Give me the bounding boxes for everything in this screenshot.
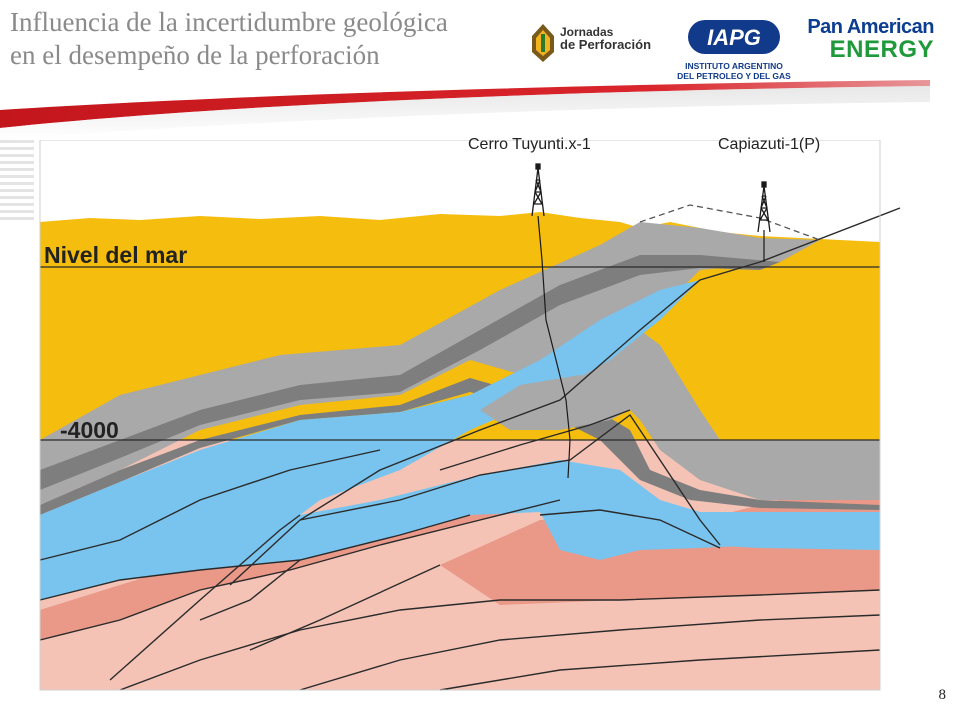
- drilling-rig-icon: [532, 24, 554, 62]
- bedding-line-3: [39, 499, 561, 641]
- well-label-cerro-tuyunti: Cerro Tuyunti.x-1: [468, 136, 591, 153]
- slide-title: Influencia de la incertidumbre geológica…: [10, 6, 530, 72]
- deep-formation-band-3: [440, 515, 880, 605]
- logo-strip: Jornadas de Perforación IAPG INSTITUTO A…: [524, 8, 944, 84]
- well-label-capiazuti: Capiazuti-1(P): [718, 136, 821, 153]
- rig-capiazuti-icon: [757, 181, 771, 233]
- bedding-line-8: [249, 564, 441, 651]
- side-stripes: [0, 140, 34, 220]
- dark-gray-band-lower: [40, 378, 880, 515]
- jornadas-logo: Jornadas de Perforación: [528, 18, 668, 70]
- section-frame: [39, 140, 881, 691]
- pan-american-energy-logo: Pan American ENERGY: [784, 16, 934, 76]
- bedding-line-1: [39, 449, 381, 561]
- main-thrust-fault: [229, 207, 901, 586]
- blind-fault: [109, 514, 301, 681]
- geologic-cross-section: [39, 140, 901, 691]
- iapg-mark-icon: IAPG: [688, 20, 780, 54]
- bedding-line-4: [119, 589, 881, 691]
- jornadas-subtitle: de Perforación: [560, 37, 652, 52]
- thrust-splay-1: [299, 413, 721, 546]
- iapg-mark-text: IAPG: [707, 25, 761, 50]
- bedding-line-6: [439, 649, 881, 691]
- dark-gray-band-upper: [40, 255, 780, 490]
- iapg-name-line-2: DEL PETROLEO Y DEL GAS: [677, 71, 791, 81]
- iapg-name-line-1: INSTITUTO ARGENTINO: [685, 61, 783, 71]
- bedding-line-2: [39, 514, 471, 601]
- fault-lines: [39, 207, 901, 691]
- sea-level-label: Nivel del mar: [44, 242, 188, 268]
- projected-topography: [639, 204, 821, 241]
- rig-cerro-tuyunti-icon: [531, 163, 545, 217]
- title-line-2: en el desempeño de la perforación: [10, 40, 380, 70]
- header-swoosh: [0, 80, 930, 140]
- blue-formation: [40, 280, 880, 600]
- depth-4000-label: -4000: [60, 417, 119, 443]
- iapg-logo: IAPG INSTITUTO ARGENTINO DEL PETROLEO Y …: [674, 14, 794, 84]
- bedding-line-5: [299, 614, 881, 691]
- bedding-line-7: [199, 559, 301, 621]
- pae-line-1: Pan American: [807, 16, 934, 38]
- blue-lower-sheet: [540, 510, 760, 560]
- thrust-splay-2: [439, 409, 631, 471]
- page-number: 8: [938, 687, 947, 703]
- thrust-splay-3: [539, 509, 721, 549]
- pae-line-2: ENERGY: [829, 36, 934, 63]
- jornadas-title: Jornadas: [560, 25, 614, 39]
- title-line-1: Influencia de la incertidumbre geológica: [10, 7, 448, 37]
- well-path-cerro-tuyunti: [537, 215, 571, 479]
